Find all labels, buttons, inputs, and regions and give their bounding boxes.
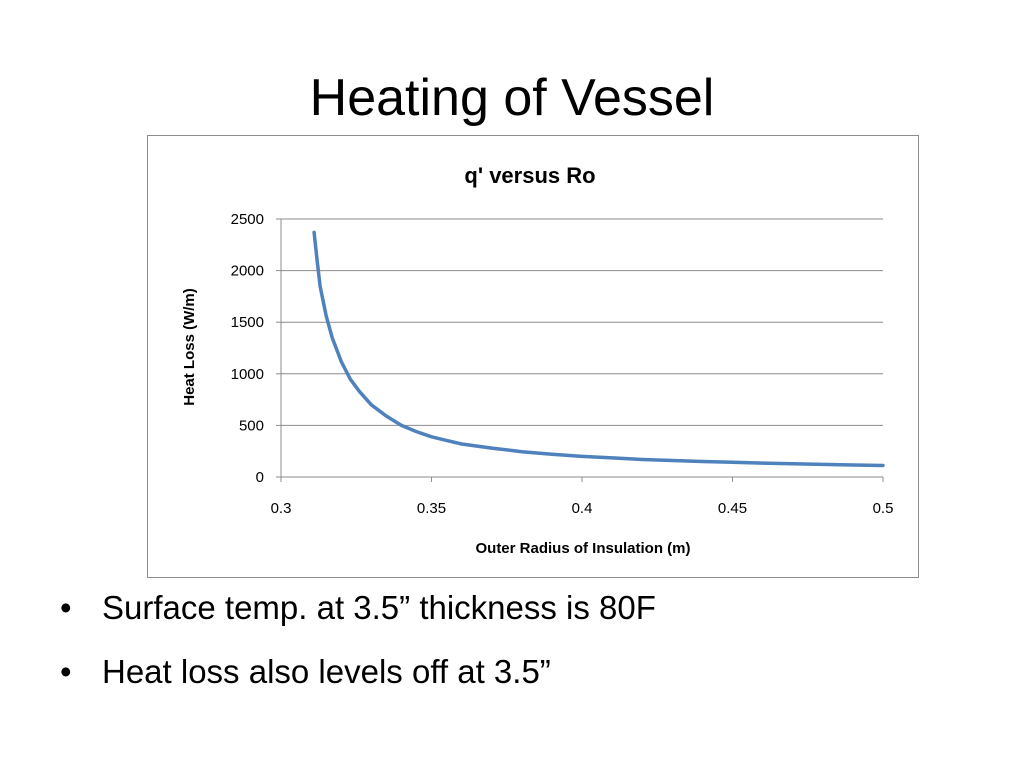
bullet-icon: • [60,589,72,626]
series-layer [312,230,885,468]
x-tick-label: 0.35 [417,500,446,517]
y-tick-label: 1500 [231,314,264,331]
bullet-item: • Surface temp. at 3.5” thickness is 80F [60,588,1000,628]
bullet-item: • Heat loss also levels off at 3.5” [60,652,1000,692]
slide-title: Heating of Vessel [309,69,715,127]
heat-loss-series-line [312,230,885,468]
y-axis-label: Heat Loss (W/m) [181,288,198,406]
y-tick-label: 2000 [231,263,264,280]
x-tick-label: 0.3 [271,500,292,517]
x-tick-labels: 0.3 0.35 0.4 0.45 0.5 [271,500,894,517]
bullet-text: Heat loss also levels off at 3.5” [102,653,551,690]
y-tick-label: 0 [256,469,264,486]
chart-frame: q' versus Ro 0 500 1000 1500 2000 2500 0.3 0.3… [147,135,919,578]
bullet-text: Surface temp. at 3.5” thickness is 80F [102,589,656,626]
x-tick-label: 0.5 [873,500,894,517]
bullet-list: • Surface temp. at 3.5” thickness is 80F… [60,588,1000,716]
axes [276,218,884,482]
bullet-icon: • [60,653,72,690]
y-tick-labels: 0 500 1000 1500 2000 2500 [231,211,264,486]
y-tick-label: 2500 [231,211,264,228]
chart-title: q' versus Ro [464,163,595,188]
y-tick-label: 1000 [231,366,264,383]
x-tick-label: 0.4 [572,500,593,517]
y-tick-label: 500 [239,417,264,434]
x-axis-label: Outer Radius of Insulation (m) [475,540,690,557]
x-tick-label: 0.45 [718,500,747,517]
gridlines [281,218,883,426]
